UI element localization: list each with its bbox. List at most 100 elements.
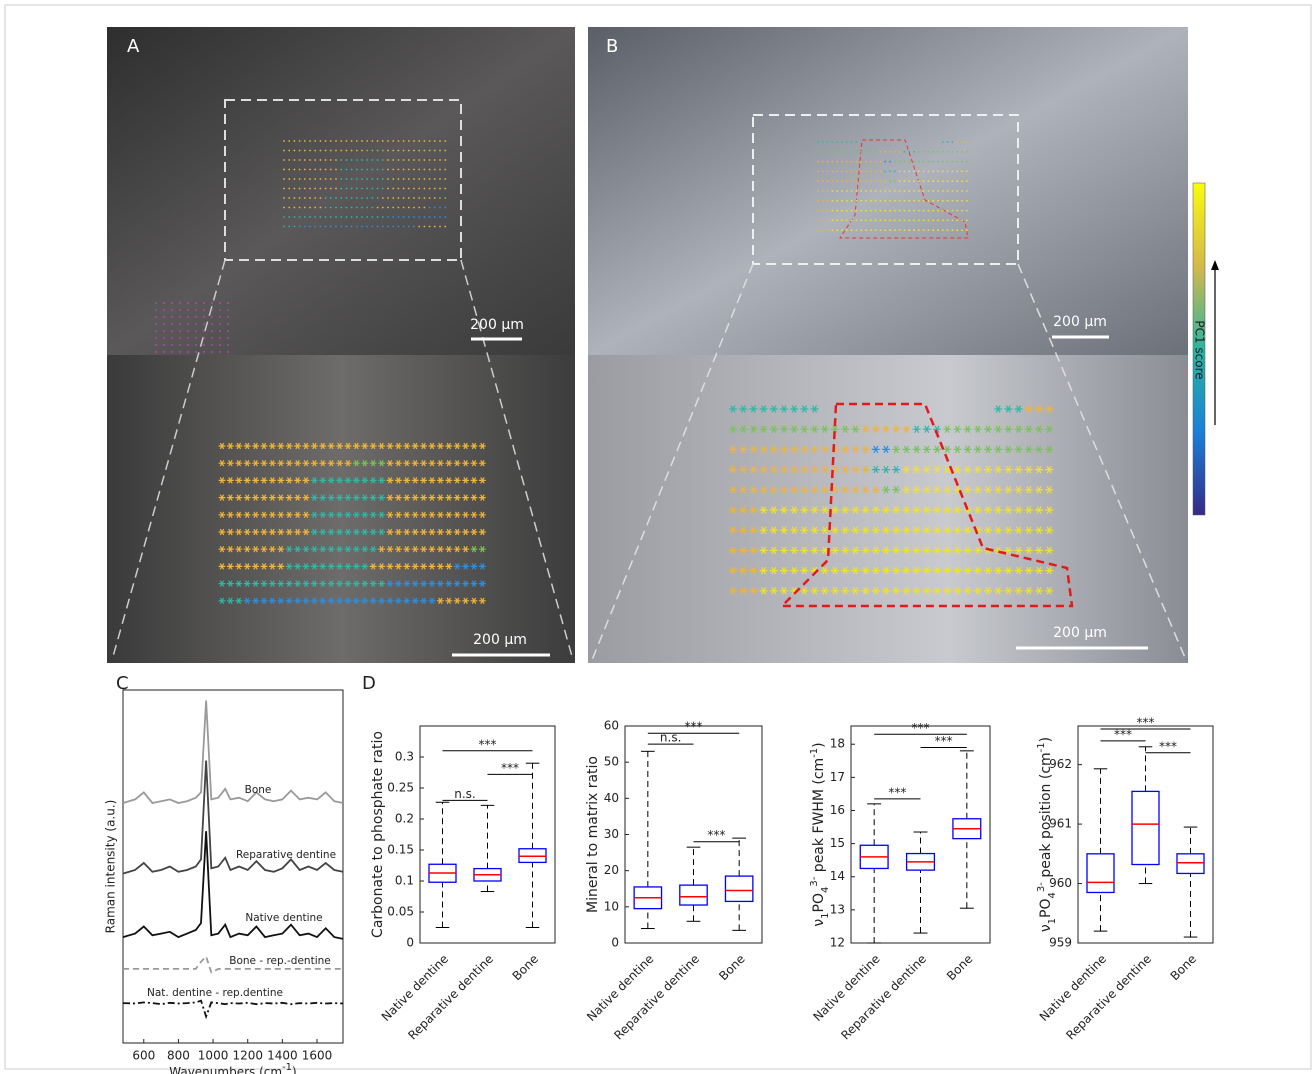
- map-point: [908, 229, 910, 231]
- map-point: [227, 316, 229, 318]
- map-point: [314, 197, 316, 199]
- map-point: [444, 178, 446, 180]
- y-tick-label: 10: [604, 899, 619, 913]
- map-point: [382, 169, 384, 171]
- map-point: [884, 161, 886, 163]
- map-point: [340, 178, 342, 180]
- map-point: [163, 323, 165, 325]
- map-point: [366, 226, 368, 228]
- map-point: [299, 159, 301, 161]
- map-point: [865, 171, 867, 173]
- map-point: [211, 323, 213, 325]
- map-point: [351, 159, 353, 161]
- label-part: ): [1038, 737, 1054, 742]
- map-point: [382, 178, 384, 180]
- map-point: [382, 159, 384, 161]
- map-point: [299, 178, 301, 180]
- map-point: [403, 169, 405, 171]
- map-point: [434, 216, 436, 218]
- box: [1087, 854, 1114, 893]
- map-point: [444, 169, 446, 171]
- map-point: [884, 210, 886, 212]
- y-tick-label: 20: [604, 863, 619, 877]
- y-tick-label: 959: [1049, 936, 1072, 950]
- map-point: [418, 169, 420, 171]
- map-point: [865, 229, 867, 231]
- map-point: [832, 210, 834, 212]
- label-part: -1: [1036, 742, 1047, 752]
- label-part: 4: [820, 887, 831, 893]
- map-point: [346, 188, 348, 190]
- map-point: [889, 200, 891, 202]
- map-point: [966, 200, 968, 202]
- map-point: [392, 150, 394, 152]
- map-point: [403, 150, 405, 152]
- map-point: [822, 220, 824, 222]
- y-tick-label: 50: [604, 755, 619, 769]
- map-point: [966, 180, 968, 182]
- map-point: [294, 159, 296, 161]
- map-point: [424, 159, 426, 161]
- map-point: [283, 226, 285, 228]
- map-point: [832, 220, 834, 222]
- map-point: [340, 197, 342, 199]
- x-tick-label: 1400: [267, 1049, 298, 1063]
- map-point: [288, 150, 290, 152]
- map-point: [923, 229, 925, 231]
- map-point: [928, 180, 930, 182]
- map-point: [219, 309, 221, 311]
- map-point: [392, 159, 394, 161]
- map-point: [817, 229, 819, 231]
- map-point: [923, 151, 925, 153]
- map-point: [894, 220, 896, 222]
- map-point: [870, 220, 872, 222]
- map-point: [309, 216, 311, 218]
- map-point: [875, 190, 877, 192]
- map-point: [299, 197, 301, 199]
- significance-label: ***: [935, 734, 953, 748]
- map-point: [366, 188, 368, 190]
- map-point: [424, 207, 426, 209]
- map-point: [846, 171, 848, 173]
- map-point: [424, 150, 426, 152]
- map-point: [875, 161, 877, 163]
- map-point: [418, 207, 420, 209]
- map-point: [841, 220, 843, 222]
- map-point: [875, 229, 877, 231]
- map-point: [335, 150, 337, 152]
- map-point: [932, 220, 934, 222]
- map-point: [372, 169, 374, 171]
- map-point: [346, 169, 348, 171]
- map-point: [439, 197, 441, 199]
- map-point: [418, 140, 420, 142]
- map-point: [932, 151, 934, 153]
- map-point: [947, 180, 949, 182]
- map-point: [320, 140, 322, 142]
- map-point: [398, 178, 400, 180]
- map-point: [860, 220, 862, 222]
- map-point: [913, 210, 915, 212]
- label-part: ν: [811, 919, 827, 927]
- x-tick-label: Bone: [510, 952, 542, 984]
- map-point: [865, 220, 867, 222]
- map-point: [413, 216, 415, 218]
- map-point: [413, 150, 415, 152]
- map-point: [880, 220, 882, 222]
- map-point: [870, 229, 872, 231]
- map-point: [918, 190, 920, 192]
- map-point: [304, 150, 306, 152]
- map-point: [827, 171, 829, 173]
- x-tick-label: 800: [167, 1049, 190, 1063]
- map-point: [398, 226, 400, 228]
- map-point: [894, 200, 896, 202]
- map-point: [846, 229, 848, 231]
- map-point: [832, 171, 834, 173]
- map-point: [335, 159, 337, 161]
- label-part: PO: [1038, 898, 1054, 917]
- significance-label: ***: [685, 720, 703, 734]
- map-point: [320, 207, 322, 209]
- map-point: [398, 140, 400, 142]
- map-point: [294, 178, 296, 180]
- map-point: [203, 302, 205, 304]
- map-point: [923, 171, 925, 173]
